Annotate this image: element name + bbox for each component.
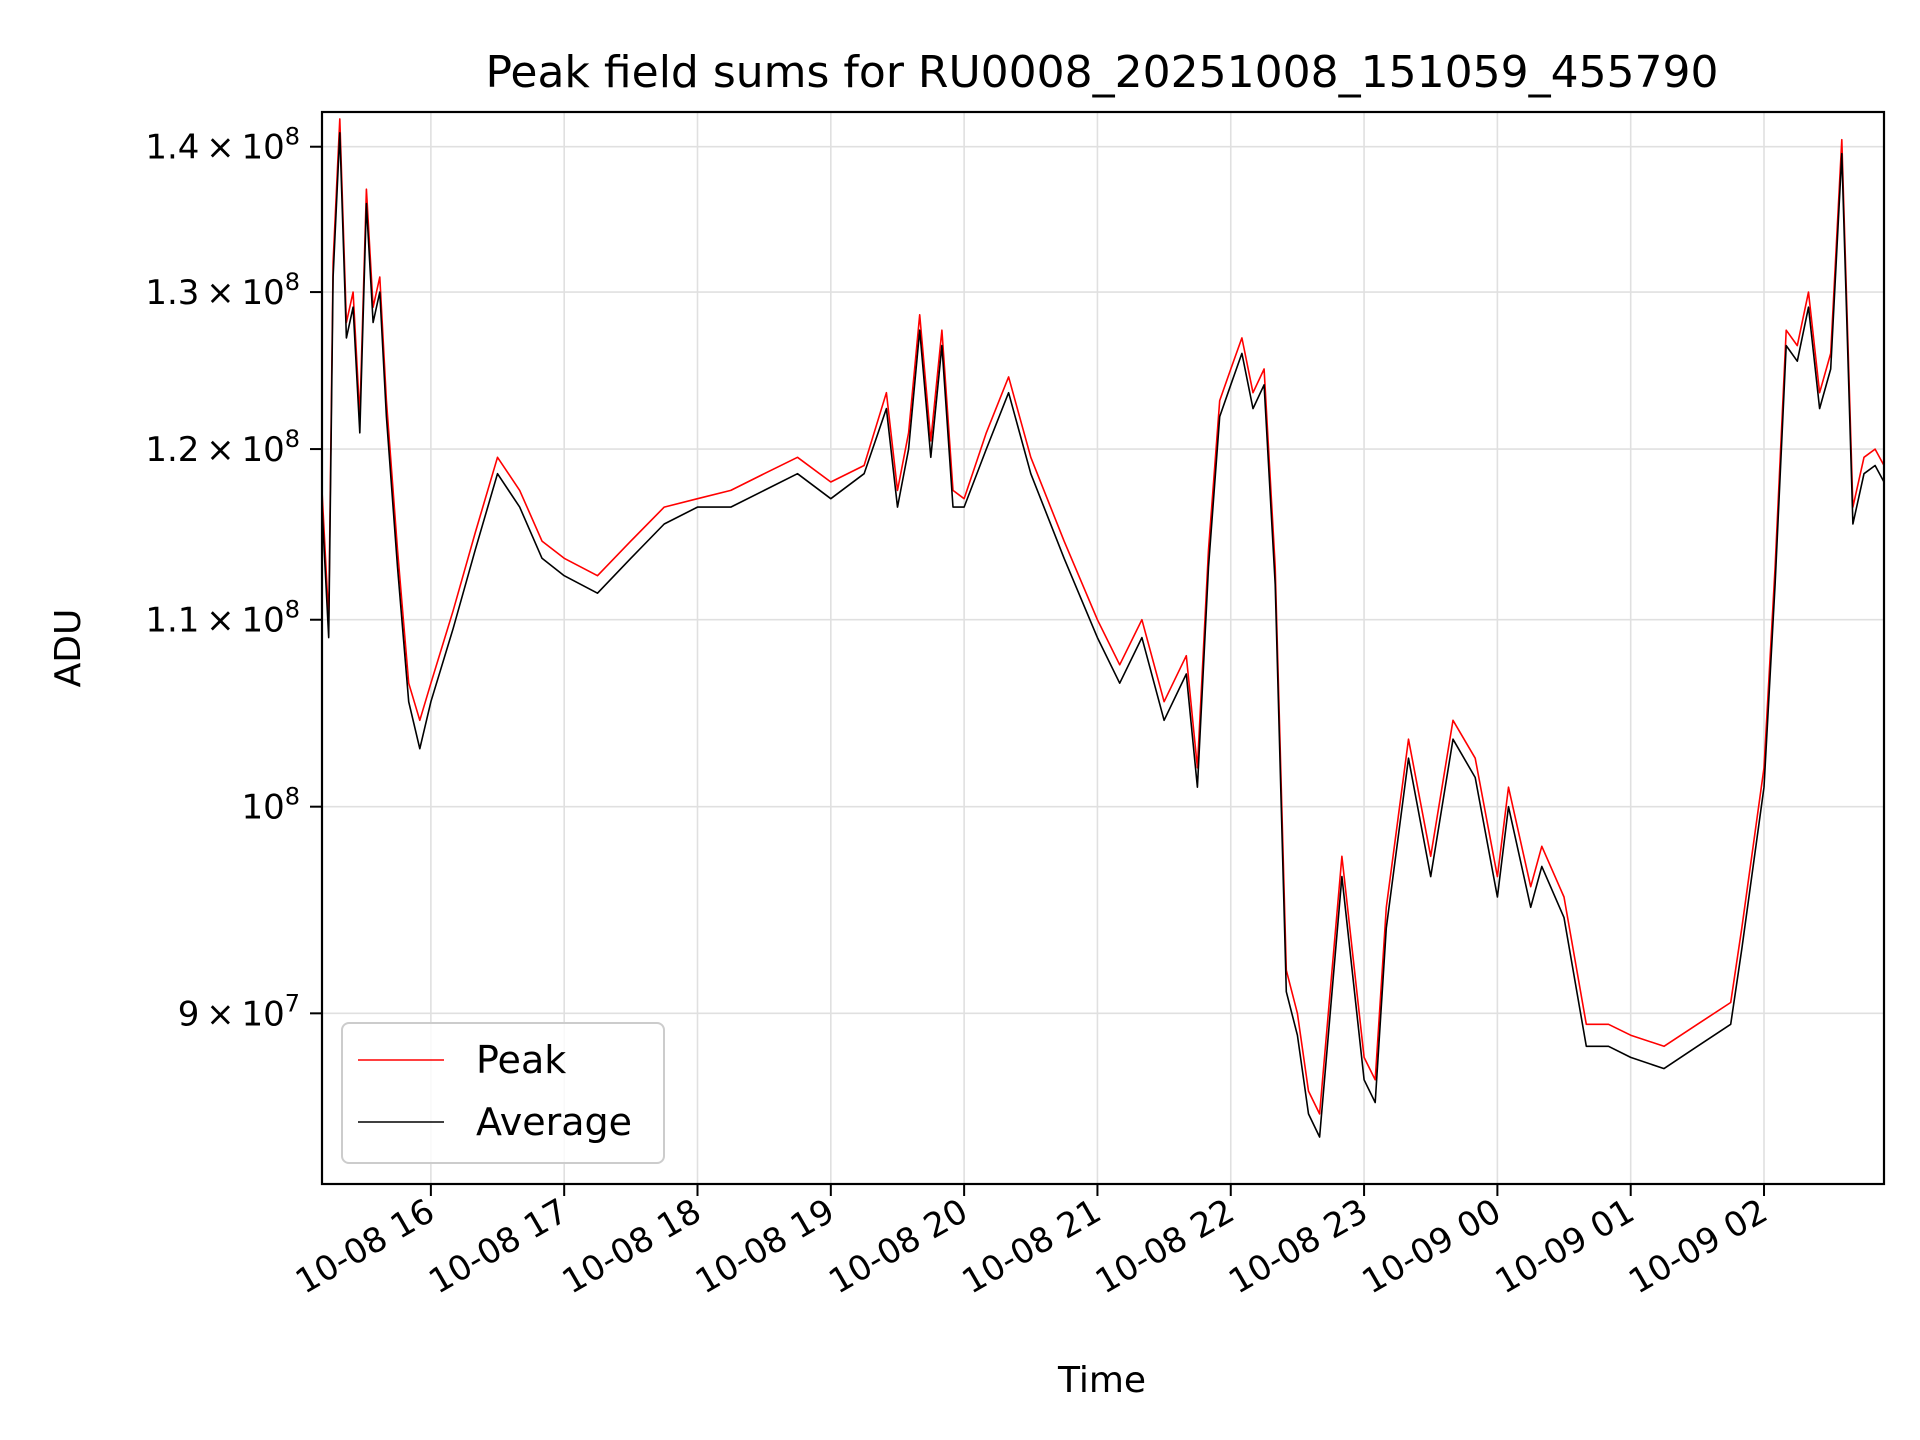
y-tick-label: 1.1 × 108 bbox=[145, 596, 300, 641]
legend: Peak Average bbox=[341, 1022, 665, 1164]
series-line-average bbox=[322, 132, 1884, 1138]
grid bbox=[322, 112, 1884, 1184]
legend-label-peak: Peak bbox=[476, 1038, 566, 1082]
plot-series bbox=[322, 118, 1884, 1138]
y-tick-label: 1.3 × 108 bbox=[145, 268, 300, 313]
y-tick-label: 108 bbox=[241, 783, 300, 828]
series-line-peak bbox=[322, 118, 1884, 1115]
y-axis-label: ADU bbox=[48, 609, 89, 688]
y-tick-label: 1.2 × 108 bbox=[145, 425, 300, 470]
plot-frame bbox=[320, 110, 1886, 1186]
chart-title: Peak field sums for RU0008_20251008_1510… bbox=[485, 47, 1718, 98]
y-tick-label: 9 × 107 bbox=[178, 989, 300, 1034]
y-axis: 9 × 107 108 1.1 × 108 1.2 × 108 1.3 × 108 1.4… bbox=[145, 123, 322, 1034]
x-axis-label: Time bbox=[1057, 1360, 1146, 1401]
legend-box bbox=[341, 1022, 665, 1164]
legend-label-average: Average bbox=[476, 1100, 632, 1144]
y-tick-label: 1.4 × 108 bbox=[145, 123, 300, 168]
